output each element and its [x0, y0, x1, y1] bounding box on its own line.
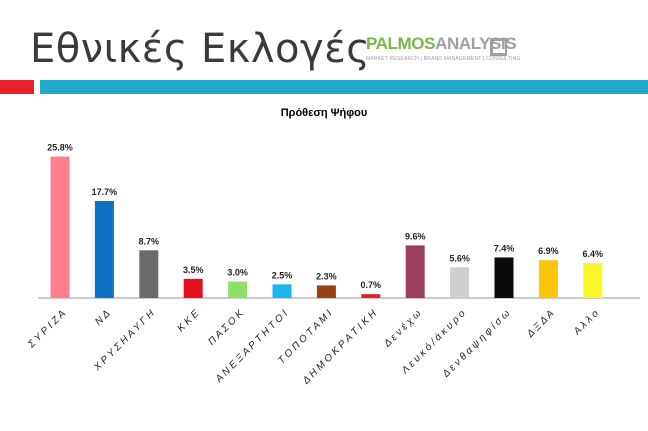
- bar: [139, 250, 159, 298]
- chart-title: Πρόθεση Ψήφου: [280, 107, 368, 119]
- data-label: 3.0%: [227, 268, 248, 278]
- bar: [272, 284, 292, 298]
- data-label: 25.8%: [47, 143, 73, 153]
- logo-box-icon: [490, 38, 507, 56]
- category-label: Α Ν Ε Ξ Α Ρ Τ Η Τ Ο Ι: [213, 308, 290, 385]
- data-label: 2.5%: [272, 270, 293, 280]
- bar: [494, 257, 514, 298]
- page-title: Εθνικές Εκλογές: [30, 26, 371, 72]
- category-label: Ν Δ: [93, 308, 113, 328]
- bar: [94, 200, 114, 298]
- data-label: 17.7%: [92, 187, 118, 197]
- logo-tagline: MARKET RESEARCH | BRAND MANAGEMENT | CON…: [366, 56, 521, 62]
- bar: [316, 285, 336, 298]
- bar: [405, 245, 425, 298]
- logo-primary: PALMOS: [366, 34, 436, 53]
- category-label: Α λ λ ο: [571, 308, 601, 338]
- data-label: 0.7%: [361, 280, 382, 290]
- bar: [538, 260, 558, 298]
- accent-bar-teal: [40, 80, 648, 94]
- category-label: Κ Κ Ε: [175, 308, 201, 334]
- category-label: Σ Υ Ρ Ι Ζ Α: [26, 308, 69, 351]
- bar: [583, 262, 603, 298]
- bar: [50, 156, 70, 298]
- data-label: 2.3%: [316, 271, 337, 281]
- data-label: 9.6%: [405, 231, 426, 241]
- bar: [450, 267, 470, 298]
- data-label: 6.4%: [583, 249, 604, 259]
- data-label: 3.5%: [183, 265, 204, 275]
- category-label: Π Α Σ Ο Κ: [206, 307, 246, 347]
- bar: [361, 294, 381, 298]
- category-label: Δ Ξ Δ Α: [524, 308, 556, 340]
- data-label: 7.4%: [494, 243, 515, 253]
- category-label: Δ Η Μ Ο Κ Ρ Α Τ Ι Κ Η: [300, 308, 379, 387]
- data-label: 6.9%: [538, 246, 559, 256]
- data-label: 8.7%: [139, 236, 160, 246]
- bar: [228, 281, 248, 298]
- accent-bar-red: [0, 80, 34, 94]
- bar: [183, 278, 203, 298]
- palmos-analysis-logo: PALMOSANALYSIS MARKET RESEARCH | BRAND M…: [366, 34, 520, 70]
- category-label: Δ ε ν έ χ ω: [381, 307, 424, 350]
- data-label: 5.6%: [449, 253, 470, 263]
